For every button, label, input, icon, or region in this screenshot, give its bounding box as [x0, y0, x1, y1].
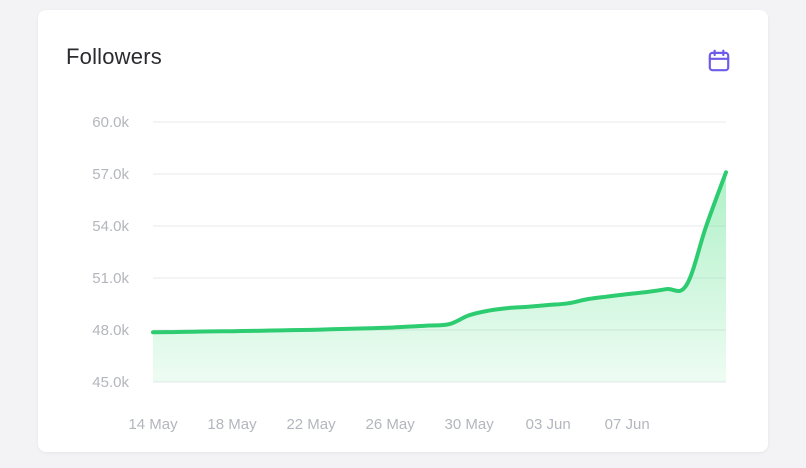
data-point: [388, 326, 392, 330]
data-point: [566, 301, 570, 305]
data-point: [270, 329, 274, 333]
data-point: [349, 327, 353, 331]
y-tick-label: 51.0k: [92, 270, 129, 287]
series-area: [153, 172, 726, 382]
y-tick-label: 54.0k: [92, 218, 129, 235]
calendar-icon[interactable]: [706, 48, 732, 74]
data-point: [309, 328, 313, 332]
data-point: [329, 327, 333, 331]
x-tick-label: 26 May: [366, 416, 416, 433]
data-point: [724, 170, 728, 174]
data-point: [250, 329, 254, 333]
y-tick-label: 48.0k: [92, 322, 129, 339]
y-tick-label: 45.0k: [92, 374, 129, 391]
data-point: [625, 292, 629, 296]
data-point: [586, 297, 590, 301]
x-tick-label: 07 Jun: [605, 416, 650, 433]
x-tick-label: 18 May: [207, 416, 257, 433]
data-point: [487, 309, 491, 313]
data-point: [428, 323, 432, 327]
x-tick-label: 30 May: [445, 416, 495, 433]
data-point: [507, 306, 511, 310]
y-tick-label: 60.0k: [92, 114, 129, 131]
data-point: [526, 305, 530, 309]
data-point: [684, 283, 688, 287]
card-title: Followers: [66, 44, 162, 69]
data-point: [408, 325, 412, 329]
y-tick-label: 57.0k: [92, 166, 129, 183]
data-point: [645, 290, 649, 294]
data-point: [665, 287, 669, 291]
data-point: [368, 326, 372, 330]
data-point: [546, 303, 550, 307]
data-point: [210, 329, 214, 333]
followers-card: Followers 45.0k 48.0k 51.0k 54.0k 57.0k 60.0k…: [38, 10, 768, 452]
x-tick-label: 14 May: [128, 416, 178, 433]
data-point: [447, 322, 451, 326]
data-point: [191, 330, 195, 334]
data-point: [230, 329, 234, 333]
x-tick-label: 22 May: [286, 416, 336, 433]
data-point: [171, 330, 175, 334]
data-point: [467, 313, 471, 317]
data-point: [605, 295, 609, 299]
series-line: [151, 170, 728, 335]
followers-chart: 45.0k 48.0k 51.0k 54.0k 57.0k 60.0k 14 May 18 …: [92, 114, 728, 433]
data-point: [289, 328, 293, 332]
data-point: [151, 330, 155, 334]
data-point: [704, 224, 708, 228]
x-tick-label: 03 Jun: [526, 416, 571, 433]
